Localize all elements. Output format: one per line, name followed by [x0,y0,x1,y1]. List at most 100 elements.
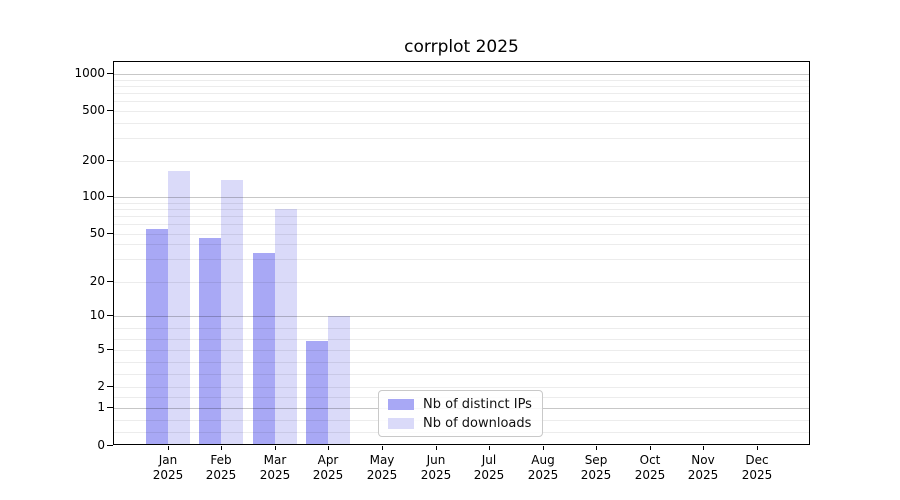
gridline-minor [114,86,809,87]
x-tick-year: 2025 [580,468,612,482]
gridline-minor [114,234,809,235]
x-tick-year: 2025 [741,468,773,482]
x-tick-mark [596,446,598,450]
x-tick-year: 2025 [687,468,719,482]
y-tick-label: 1 [97,400,105,414]
x-tick-label: May 2025 [355,453,409,483]
x-tick-year: 2025 [312,468,344,482]
legend-swatch-downloads [388,417,414,429]
gridline-minor [114,282,809,283]
x-tick-month: Jun [426,453,446,467]
x-tick-mark [757,446,759,450]
y-tick-label: 500 [82,103,105,117]
x-tick-label: Nov 2025 [676,453,730,483]
gridline-minor [114,161,809,162]
gridline-minor [114,339,809,340]
x-tick-month: Jul [481,453,497,467]
bar-distinct-ips [199,238,221,444]
y-tick-mark [107,160,113,161]
gridline-minor [114,123,809,124]
y-tick-label: 200 [82,153,105,167]
gridline-minor [114,111,809,112]
x-tick-mark [168,446,170,450]
bar-downloads [328,316,350,444]
y-tick-label: 100 [82,189,105,203]
x-tick-year: 2025 [634,468,666,482]
x-tick-month: Sep [584,453,608,467]
bar-distinct-ips [253,253,275,444]
gridline-minor [114,224,809,225]
x-tick-month: Oct [639,453,661,467]
x-tick-month: Feb [210,453,232,467]
x-tick-year: 2025 [420,468,452,482]
gridline-minor [114,203,809,204]
y-tick-label: 2 [97,379,105,393]
y-tick-label: 1000 [74,66,105,80]
gridline-minor [114,362,809,363]
legend-swatch-distinct-ips [388,398,414,410]
x-tick-label: Apr 2025 [301,453,355,483]
bar-distinct-ips [306,341,328,444]
y-tick-label: 50 [89,226,105,240]
bar-downloads [168,171,190,444]
bar-distinct-ips [146,229,168,444]
x-tick-year: 2025 [259,468,291,482]
x-tick-label: Jan 2025 [141,453,195,483]
x-tick-mark [703,446,705,450]
x-tick-month: Apr [317,453,339,467]
y-tick-mark [107,233,113,234]
x-tick-month: Aug [531,453,555,467]
gridline-minor [114,259,809,260]
bar-downloads [275,209,297,444]
legend-item: Nb of downloads [388,416,542,431]
gridline-minor [114,244,809,245]
x-tick-year: 2025 [527,468,559,482]
gridline-major [114,74,809,75]
x-tick-label: Mar 2025 [248,453,302,483]
x-tick-month: May [369,453,395,467]
y-tick-label: 5 [97,342,105,356]
x-tick-year: 2025 [205,468,237,482]
x-tick-mark [221,446,223,450]
x-tick-label: Oct 2025 [623,453,677,483]
gridline-minor [114,216,809,217]
gridline-minor [114,387,809,388]
x-tick-mark [328,446,330,450]
x-tick-label: Sep 2025 [569,453,623,483]
gridline-minor [114,374,809,375]
gridline-minor [114,328,809,329]
chart-title: corrplot 2025 [404,37,519,57]
y-tick-label: 0 [97,438,105,452]
y-tick-mark [107,110,113,111]
plot-area [113,61,810,445]
x-tick-mark [382,446,384,450]
y-tick-label: 20 [89,274,105,288]
legend-label: Nb of downloads [423,415,532,431]
gridline-minor [114,93,809,94]
x-tick-mark [489,446,491,450]
x-tick-month: Mar [263,453,287,467]
x-tick-mark [436,446,438,450]
legend: Nb of distinct IPs Nb of downloads [378,390,543,437]
gridline-minor [114,350,809,351]
y-tick-mark [107,196,113,197]
x-tick-year: 2025 [366,468,398,482]
x-tick-mark [543,446,545,450]
gridline-minor [114,209,809,210]
y-tick-label: 10 [89,308,105,322]
x-tick-mark [650,446,652,450]
x-tick-month: Dec [745,453,769,467]
x-tick-label: Jun 2025 [409,453,463,483]
gridline-minor [114,101,809,102]
y-tick-mark [107,445,113,446]
x-tick-month: Nov [691,453,715,467]
bar-downloads [221,180,243,444]
gridline-minor [114,138,809,139]
y-tick-mark [107,315,113,316]
x-tick-label: Feb 2025 [194,453,248,483]
x-tick-year: 2025 [152,468,184,482]
gridline-major [114,197,809,198]
gridline-minor [114,80,809,81]
y-tick-mark [107,386,113,387]
